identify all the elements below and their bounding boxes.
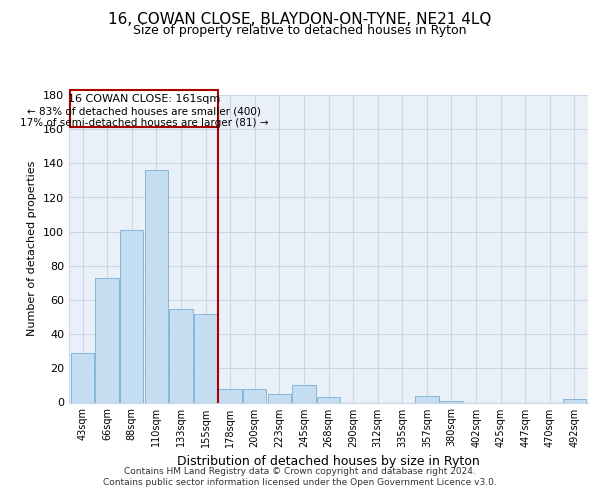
Bar [268,394,291,402]
Bar [243,389,266,402]
Bar [317,398,340,402]
Y-axis label: Number of detached properties: Number of detached properties [28,161,37,336]
X-axis label: Distribution of detached houses by size in Ryton: Distribution of detached houses by size … [177,455,480,468]
Text: ← 83% of detached houses are smaller (400): ← 83% of detached houses are smaller (40… [27,106,261,116]
Text: 17% of semi-detached houses are larger (81) →: 17% of semi-detached houses are larger (… [20,118,268,128]
Text: Size of property relative to detached houses in Ryton: Size of property relative to detached ho… [133,24,467,37]
Bar [120,230,143,402]
FancyBboxPatch shape [70,90,218,128]
Text: 16, COWAN CLOSE, BLAYDON-ON-TYNE, NE21 4LQ: 16, COWAN CLOSE, BLAYDON-ON-TYNE, NE21 4… [109,12,491,28]
Bar [145,170,168,402]
Bar [95,278,119,402]
Text: Contains public sector information licensed under the Open Government Licence v3: Contains public sector information licen… [103,478,497,487]
Text: 16 COWAN CLOSE: 161sqm: 16 COWAN CLOSE: 161sqm [68,94,220,104]
Bar [169,308,193,402]
Bar [415,396,439,402]
Bar [194,314,217,402]
Bar [440,401,463,402]
Bar [71,353,94,403]
Bar [292,386,316,402]
Text: Contains HM Land Registry data © Crown copyright and database right 2024.: Contains HM Land Registry data © Crown c… [124,467,476,476]
Bar [218,389,242,402]
Bar [563,399,586,402]
